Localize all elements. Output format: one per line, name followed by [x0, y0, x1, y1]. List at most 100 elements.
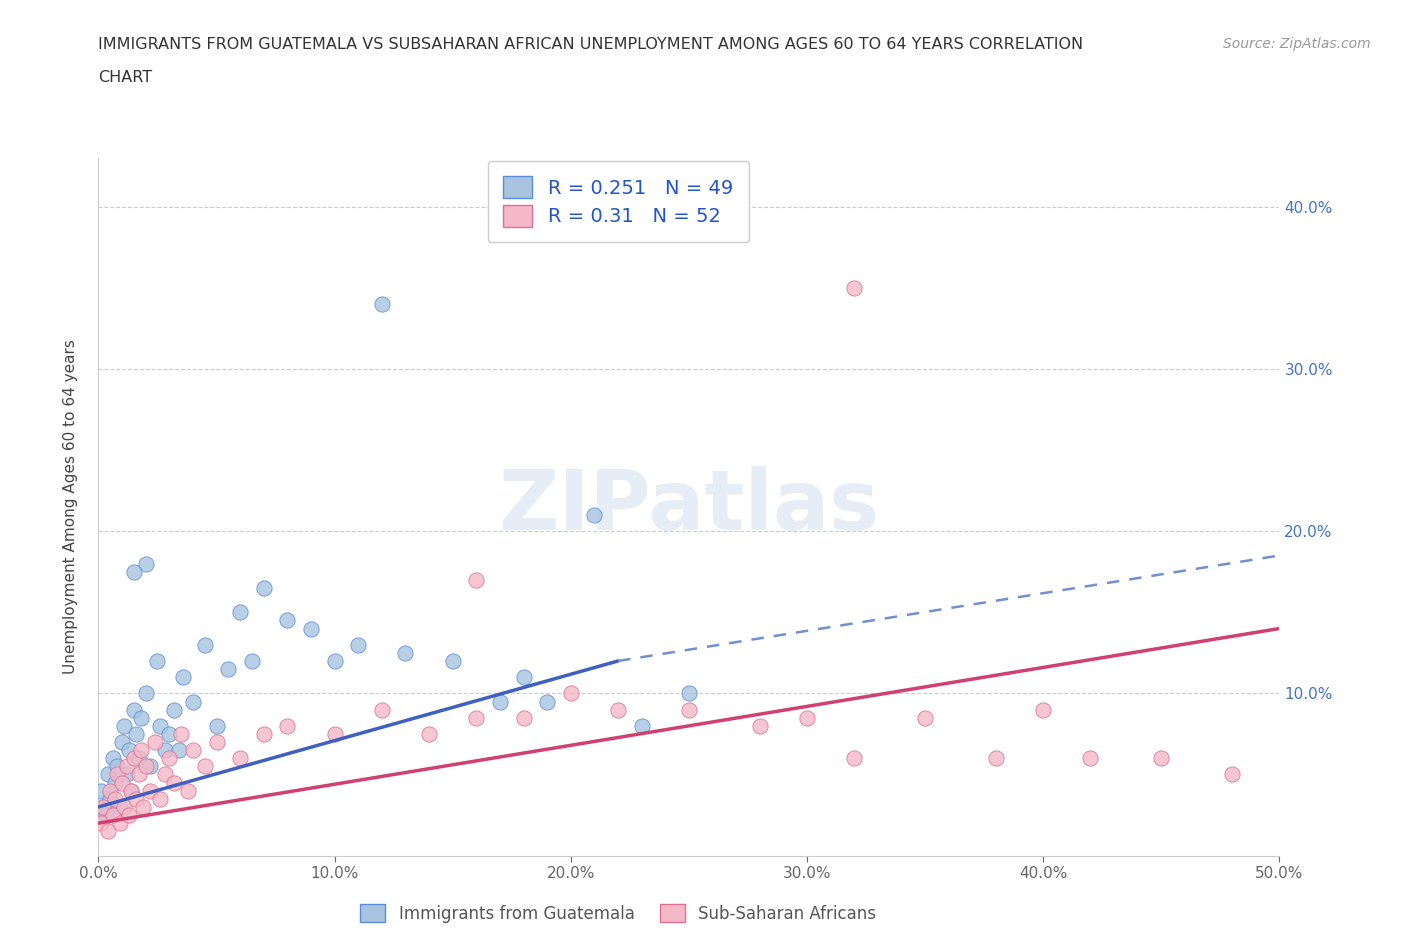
Point — [560, 686, 582, 701]
Point — [229, 751, 252, 765]
Point — [135, 556, 157, 571]
Point — [139, 783, 162, 798]
Point — [122, 751, 145, 765]
Point — [253, 580, 276, 595]
Point — [104, 776, 127, 790]
Point — [1220, 767, 1243, 782]
Point — [194, 759, 217, 774]
Point — [98, 783, 121, 798]
Point — [128, 767, 150, 782]
Text: CHART: CHART — [98, 70, 152, 85]
Point — [157, 751, 180, 765]
Point — [678, 686, 700, 701]
Point — [276, 718, 298, 733]
Point — [394, 645, 416, 660]
Point — [125, 791, 148, 806]
Point — [111, 776, 134, 790]
Point — [371, 702, 394, 717]
Point — [299, 621, 322, 636]
Point — [489, 694, 512, 709]
Point — [101, 751, 124, 765]
Text: ZIPatlas: ZIPatlas — [499, 466, 879, 548]
Point — [121, 783, 143, 798]
Point — [163, 702, 186, 717]
Point — [122, 565, 145, 579]
Point — [583, 508, 606, 523]
Point — [323, 726, 346, 741]
Point — [194, 637, 217, 652]
Point — [112, 800, 135, 815]
Point — [146, 654, 169, 669]
Point — [149, 718, 172, 733]
Point — [157, 726, 180, 741]
Point — [118, 743, 141, 758]
Point — [253, 726, 276, 741]
Point — [984, 751, 1007, 765]
Point — [844, 281, 866, 296]
Text: Source: ZipAtlas.com: Source: ZipAtlas.com — [1223, 37, 1371, 51]
Point — [105, 767, 128, 782]
Point — [128, 751, 150, 765]
Point — [205, 735, 228, 750]
Point — [167, 743, 190, 758]
Point — [122, 702, 145, 717]
Point — [104, 791, 127, 806]
Point — [630, 718, 652, 733]
Point — [678, 702, 700, 717]
Point — [217, 661, 239, 676]
Point — [149, 791, 172, 806]
Point — [135, 686, 157, 701]
Text: IMMIGRANTS FROM GUATEMALA VS SUBSAHARAN AFRICAN UNEMPLOYMENT AMONG AGES 60 TO 64: IMMIGRANTS FROM GUATEMALA VS SUBSAHARAN … — [98, 37, 1084, 52]
Point — [115, 767, 138, 782]
Point — [153, 767, 176, 782]
Point — [129, 743, 152, 758]
Point — [181, 743, 204, 758]
Point — [1032, 702, 1054, 717]
Point — [371, 297, 394, 312]
Point — [536, 694, 558, 709]
Point — [108, 800, 131, 815]
Point — [323, 654, 346, 669]
Point — [844, 751, 866, 765]
Point — [115, 759, 138, 774]
Point — [441, 654, 464, 669]
Point — [98, 791, 121, 806]
Point — [105, 759, 128, 774]
Point — [132, 800, 155, 815]
Point — [796, 711, 818, 725]
Point — [163, 776, 186, 790]
Point — [97, 824, 120, 839]
Point — [101, 807, 124, 822]
Point — [97, 767, 120, 782]
Point — [512, 711, 534, 725]
Point — [170, 726, 193, 741]
Point — [135, 759, 157, 774]
Point — [125, 726, 148, 741]
Point — [139, 759, 162, 774]
Point — [240, 654, 263, 669]
Point — [914, 711, 936, 725]
Point — [143, 735, 166, 750]
Point — [607, 702, 630, 717]
Point — [465, 572, 488, 587]
Point — [91, 800, 114, 815]
Point — [181, 694, 204, 709]
Point — [112, 718, 135, 733]
Point — [118, 807, 141, 822]
Point — [465, 711, 488, 725]
Point — [1150, 751, 1173, 765]
Point — [229, 604, 252, 619]
Point — [205, 718, 228, 733]
Point — [177, 783, 200, 798]
Point — [512, 670, 534, 684]
Legend: Immigrants from Guatemala, Sub-Saharan Africans: Immigrants from Guatemala, Sub-Saharan A… — [352, 897, 884, 930]
Point — [94, 807, 117, 822]
Point — [121, 783, 143, 798]
Point — [347, 637, 370, 652]
Point — [748, 718, 770, 733]
Point — [418, 726, 440, 741]
Y-axis label: Unemployment Among Ages 60 to 64 years: Unemployment Among Ages 60 to 64 years — [63, 339, 77, 674]
Point — [111, 735, 134, 750]
Point — [172, 670, 194, 684]
Point — [276, 613, 298, 628]
